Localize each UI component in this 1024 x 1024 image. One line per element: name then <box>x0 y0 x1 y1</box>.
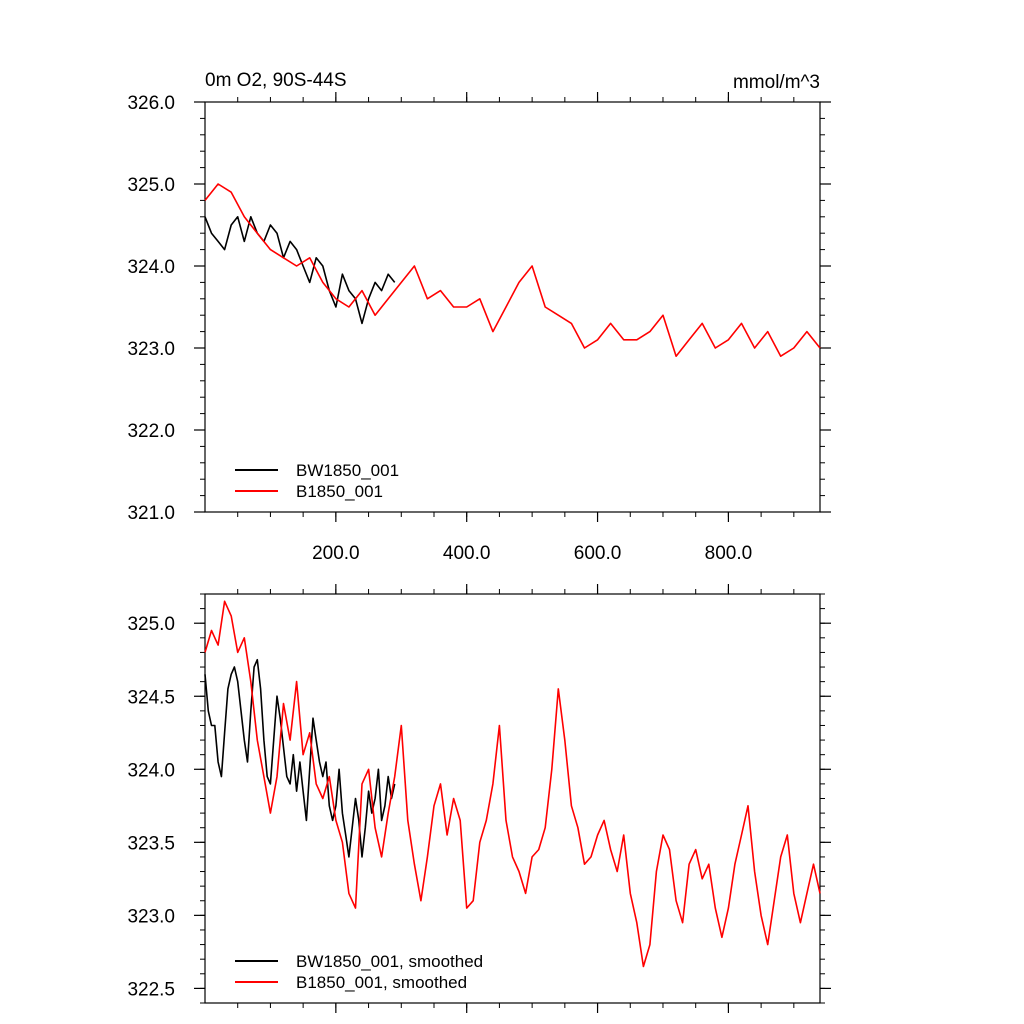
bottom-panel: 322.5 323.0 323.5 324.0 324.5 325.0 BW1850_00… <box>127 584 831 1013</box>
legend-label-bw1850-001-smoothed: BW1850_001, smoothed <box>296 952 483 971</box>
y-tick-label: 323.0 <box>127 906 175 927</box>
top-panel-legend: BW1850_001 B1850_001 <box>235 461 399 501</box>
y-tick-label: 326.0 <box>127 93 175 114</box>
y-tick-label: 324.0 <box>127 760 175 781</box>
x-tick-label: 200.0 <box>312 543 360 564</box>
bottom-panel-series <box>204 600 821 968</box>
series-line-bw1850-001-smoothed <box>204 658 396 858</box>
bottom-panel-legend: BW1850_001, smoothed B1850_001, smoothed <box>235 952 483 992</box>
bottom-panel-axes: 322.5 323.0 323.5 324.0 324.5 325.0 <box>127 584 831 1013</box>
y-tick-label: 325.0 <box>127 614 175 635</box>
top-panel-series <box>204 183 821 358</box>
series-line-b1850-001 <box>204 183 821 358</box>
top-panel: 0m O2, 90S-44S mmol/m^3 200.0 400.0 600.0 8… <box>127 70 831 564</box>
top-panel-axes: 200.0 400.0 600.0 800.0 321.0 322.0 323.0 324.0… <box>127 92 831 564</box>
top-panel-units: mmol/m^3 <box>733 72 820 93</box>
series-line-bw1850-001 <box>204 216 396 325</box>
legend-label-b1850-001-smoothed: B1850_001, smoothed <box>296 973 467 992</box>
y-tick-label: 325.0 <box>127 175 175 196</box>
x-tick-label: 600.0 <box>574 543 622 564</box>
y-tick-label: 324.5 <box>127 687 175 708</box>
legend-label-b1850-001: B1850_001 <box>296 482 383 501</box>
y-tick-label: 323.5 <box>127 833 175 854</box>
y-tick-label: 322.0 <box>127 421 175 442</box>
x-tick-label: 400.0 <box>443 543 491 564</box>
y-tick-label: 324.0 <box>127 257 175 278</box>
plot-frame <box>204 593 821 1004</box>
y-tick-label: 322.5 <box>127 979 175 1000</box>
top-panel-title: 0m O2, 90S-44S <box>205 70 347 91</box>
series-line-b1850-001-smoothed <box>204 600 821 968</box>
y-tick-label: 321.0 <box>127 503 175 524</box>
x-tick-label: 800.0 <box>705 543 753 564</box>
plot-frame <box>204 101 821 513</box>
legend-label-bw1850-001: BW1850_001 <box>296 461 399 480</box>
y-tick-label: 323.0 <box>127 339 175 360</box>
